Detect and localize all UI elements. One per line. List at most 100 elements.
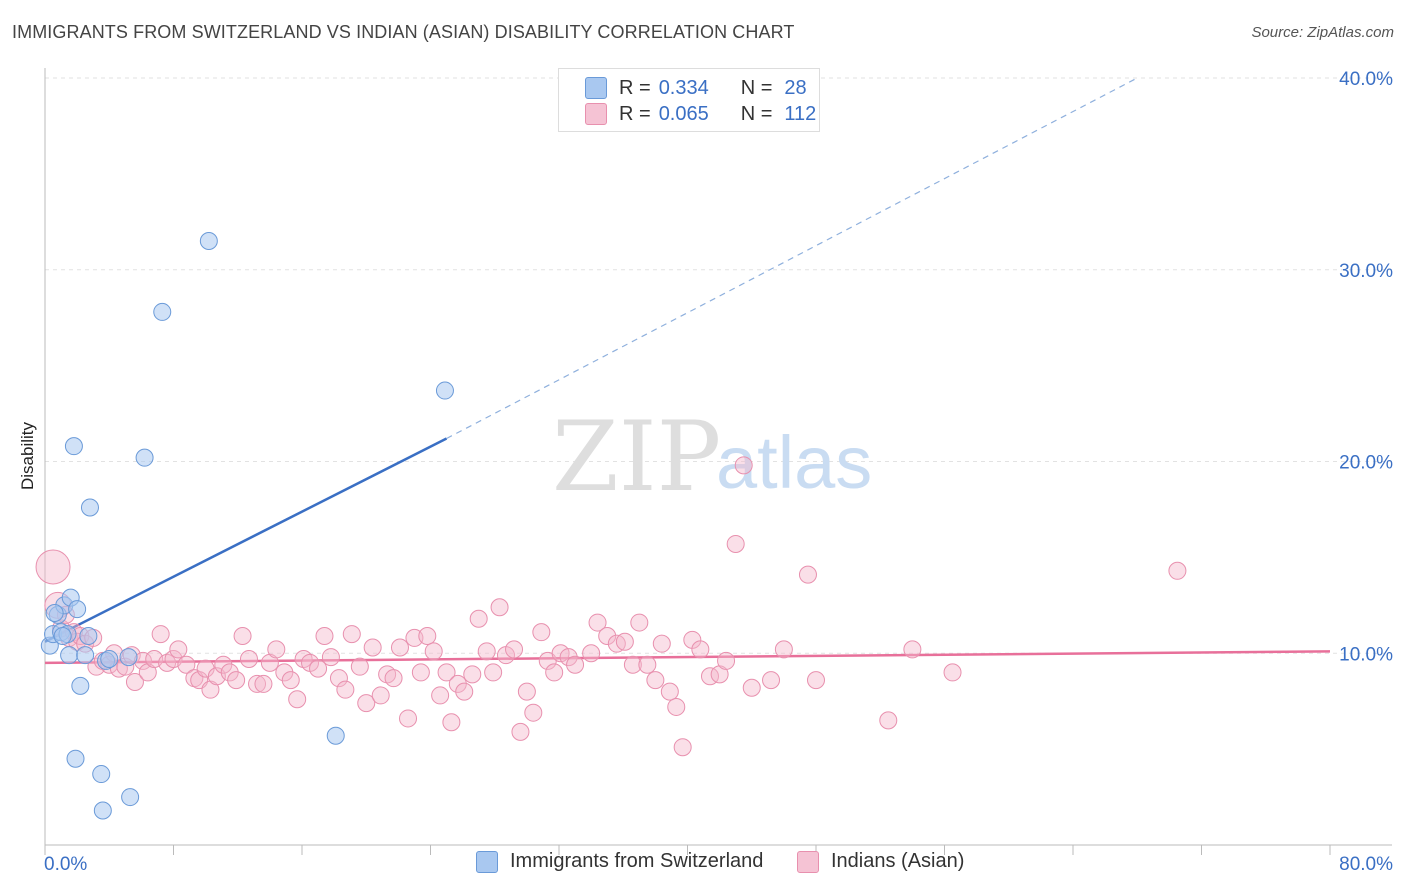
data-point-indians <box>582 644 601 663</box>
legend-r-label: R = <box>619 102 651 125</box>
data-point-indians <box>463 665 482 684</box>
data-point-indians <box>615 632 634 651</box>
data-point-indians <box>943 663 962 682</box>
data-point-indians <box>431 686 450 705</box>
data-point-indians <box>524 703 543 722</box>
data-point-indians <box>169 640 188 659</box>
data-point-indians <box>545 663 564 682</box>
data-point-indians <box>734 456 753 475</box>
data-point-switzerland <box>121 788 140 807</box>
trend-line-switzerland <box>44 437 448 643</box>
data-point-switzerland <box>45 603 64 622</box>
data-point-indians <box>660 682 679 701</box>
data-point-indians <box>638 655 657 674</box>
data-point-indians <box>390 638 409 657</box>
legend-n-value: 112 <box>784 102 817 125</box>
data-point-indians <box>227 671 246 690</box>
data-point-indians <box>315 626 334 645</box>
data-point-indians <box>742 678 761 697</box>
data-point-switzerland <box>153 302 172 321</box>
data-point-indians <box>384 669 403 688</box>
data-point-indians <box>125 673 144 692</box>
stats-legend: R = 0.334 N = 28 R = 0.065 N = 112 <box>558 68 820 132</box>
data-point-indians <box>248 674 267 693</box>
data-point-indians <box>281 671 300 690</box>
bottom-legend-switzerland: Immigrants from Switzerland <box>476 850 763 873</box>
data-point-indians <box>363 638 382 657</box>
y-tick-label: 20.0% <box>1339 453 1393 474</box>
legend-swatch-blue <box>476 850 498 873</box>
data-point-switzerland <box>68 600 87 619</box>
data-point-indians <box>214 655 233 674</box>
data-point-indians <box>437 663 456 682</box>
legend-r-value: 0.065 <box>658 102 709 125</box>
y-tick-label: 40.0% <box>1339 69 1393 90</box>
legend-swatch-pink <box>797 850 819 873</box>
data-point-indians <box>566 655 585 674</box>
watermark-atlas: atlas <box>716 421 872 504</box>
data-point-indians <box>646 671 665 690</box>
data-point-indians <box>424 642 443 661</box>
x-tick-label: 0.0% <box>44 854 87 875</box>
data-point-indians <box>505 640 524 659</box>
legend-n-label: N = <box>740 102 773 125</box>
data-point-switzerland <box>135 448 154 467</box>
data-point-switzerland <box>100 650 119 669</box>
chart-title: IMMIGRANTS FROM SWITZERLAND VS INDIAN (A… <box>12 22 795 42</box>
data-point-indians <box>517 682 536 701</box>
data-point-indians <box>357 694 376 713</box>
data-point-indians <box>411 663 430 682</box>
data-point-switzerland <box>66 749 85 768</box>
data-point-indians <box>588 613 607 632</box>
data-point-indians <box>336 680 355 699</box>
data-point-indians <box>667 697 686 716</box>
y-tick-label: 10.0% <box>1339 644 1393 665</box>
data-point-switzerland <box>119 648 138 667</box>
data-point-indians <box>448 674 467 693</box>
data-point-indians <box>329 669 348 688</box>
data-point-indians <box>630 613 649 632</box>
data-point-switzerland <box>80 498 99 517</box>
data-point-indians <box>288 690 307 709</box>
data-point-indians <box>798 565 817 584</box>
legend-row-indians: R = 0.065 N = 112 <box>585 101 816 127</box>
data-point-switzerland <box>76 646 95 665</box>
legend-row-switzerland: R = 0.334 N = 28 <box>585 75 807 101</box>
data-point-indians <box>559 648 578 667</box>
data-point-indians <box>177 655 196 674</box>
x-tick-label: 80.0% <box>1339 854 1393 875</box>
data-point-switzerland <box>79 626 98 645</box>
bottom-legend-indians: Indians (Asian) <box>797 850 964 873</box>
data-point-switzerland <box>53 626 72 645</box>
tick-labels: 10.0% 20.0% 30.0% 40.0% 0.0% 80.0% <box>44 69 1393 875</box>
legend-swatch-blue <box>585 77 607 99</box>
data-point-indians <box>418 626 437 645</box>
data-point-switzerland <box>64 437 83 456</box>
trend-lines <box>44 77 1331 665</box>
data-point-indians <box>399 709 418 728</box>
data-point-indians <box>239 650 258 669</box>
data-point-indians <box>371 686 390 705</box>
legend-r-value: 0.334 <box>658 76 709 99</box>
data-point-indians <box>309 659 328 678</box>
data-point-indians <box>774 640 793 659</box>
data-point-indians <box>151 625 170 644</box>
series-indians-asian <box>35 456 1187 757</box>
data-point-indians <box>275 663 294 682</box>
data-point-switzerland <box>92 765 111 784</box>
data-point-indians <box>342 625 361 644</box>
data-point-indians <box>490 598 509 617</box>
legend-label: Indians (Asian) <box>831 850 965 872</box>
data-point-switzerland <box>60 646 79 665</box>
trend-line-indians <box>44 650 1331 665</box>
data-point-indians <box>220 663 239 682</box>
data-point-indians <box>623 655 642 674</box>
data-point-indians <box>469 609 488 628</box>
series-immigrants-switzerland <box>40 231 454 820</box>
data-point-indians <box>807 671 825 690</box>
legend-n-value: 28 <box>784 76 807 99</box>
data-point-switzerland <box>435 381 454 400</box>
legend-label: Immigrants from Switzerland <box>510 850 764 872</box>
watermark-zip: ZIP <box>552 401 721 513</box>
